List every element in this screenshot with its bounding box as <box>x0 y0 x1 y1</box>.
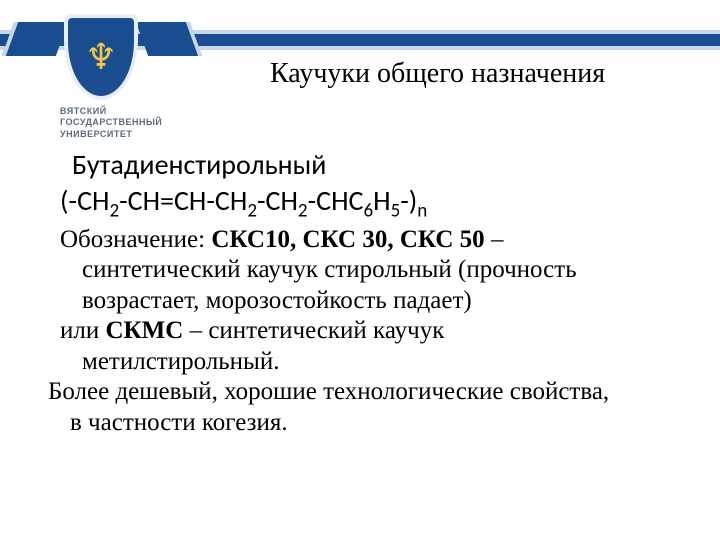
uni-line-1: ВЯТСКИЙ <box>60 106 180 117</box>
seg-0-s: 2 <box>109 200 119 223</box>
slide-title: Каучуки общего назначения <box>270 58 700 90</box>
seg-2-t: -CH <box>257 183 298 218</box>
paragraph-3: Более дешевый, хорошие технологические с… <box>48 377 688 438</box>
seg-3-s: 6 <box>363 200 373 223</box>
p2-lead: или <box>60 317 105 344</box>
p1-line3: возрастает, морозостойкость падает) <box>82 287 472 314</box>
uni-line-2: ГОСУДАРСТВЕННЫЙ <box>60 117 180 128</box>
formula-open: (- <box>60 183 77 218</box>
seg-4-t: H <box>373 183 390 218</box>
p2-line2: метилстирольный. <box>82 348 279 375</box>
eagle-icon: ♆ <box>85 39 117 75</box>
p1-bold: СКС10, СКС 30, СКС 50 <box>211 226 484 253</box>
p2-bold: СКМС <box>105 317 183 344</box>
p1-rest1: – <box>491 226 504 253</box>
p3-line2: в частности когезия. <box>70 409 288 436</box>
paragraph-2: или СКМС – синтетический каучук метилсти… <box>60 316 688 377</box>
slide-content: Бутадиенстирольный (-CH2-CH=CH-CH2-CH2-C… <box>48 148 688 438</box>
paragraph-1: Обозначение: СКС10, СКС 30, СКС 50 – син… <box>60 225 688 317</box>
seg-1-t: -CH=CH-CH <box>119 183 247 218</box>
seg-5-s: n <box>417 200 427 223</box>
ribbon-fold-right <box>136 22 202 56</box>
uni-line-3: УНИВЕРСИТЕТ <box>60 129 180 140</box>
p1-lead: Обозначение: <box>60 226 211 253</box>
shield-inner: ♆ <box>68 18 134 96</box>
university-label: ВЯТСКИЙ ГОСУДАРСТВЕННЫЙ УНИВЕРСИТЕТ <box>60 106 180 140</box>
shield-outline: ♆ <box>64 14 138 100</box>
chemical-formula: (-CH2-CH=CH-CH2-CH2-CHC6H5-)n <box>60 184 688 223</box>
seg-2-s: 2 <box>298 200 308 223</box>
seg-3-t: -CHC <box>308 183 364 218</box>
seg-0-t: CH <box>77 183 109 218</box>
p3-line1: Более дешевый, хорошие технологические с… <box>48 378 609 405</box>
slide: ♆ ВЯТСКИЙ ГОСУДАРСТВЕННЫЙ УНИВЕРСИТЕТ Ка… <box>0 0 720 540</box>
seg-5-t: -) <box>400 183 417 218</box>
seg-1-s: 2 <box>247 200 257 223</box>
seg-4-s: 5 <box>391 200 401 223</box>
university-logo: ♆ <box>64 14 138 100</box>
p1-line2: синтетический каучук стирольный (прочнос… <box>82 256 577 283</box>
p2-rest1: – синтетический каучук <box>190 317 445 344</box>
ribbon-fold-left <box>2 22 68 56</box>
subheading: Бутадиенстирольный <box>72 148 688 182</box>
